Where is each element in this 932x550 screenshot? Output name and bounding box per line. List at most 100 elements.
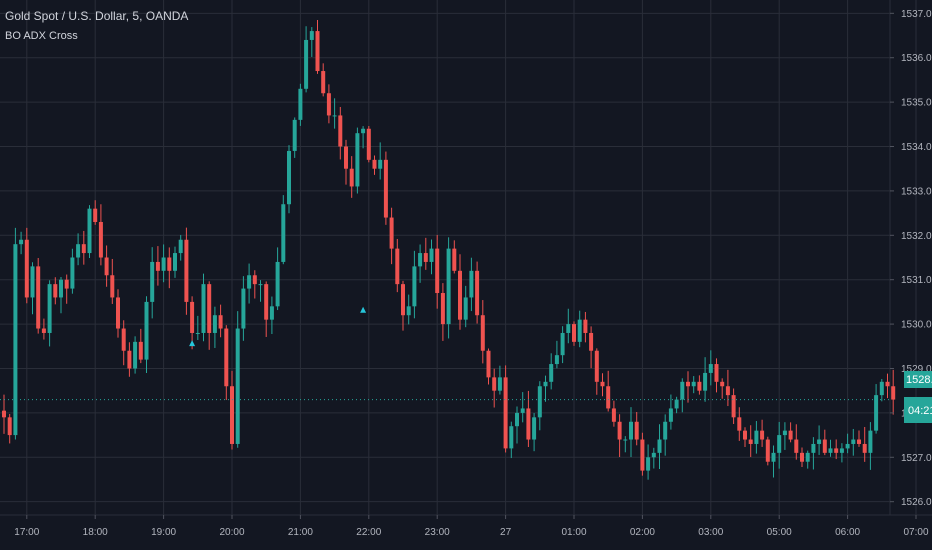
candle-body	[629, 421, 633, 440]
candle-body	[252, 275, 257, 285]
candle-body	[224, 328, 229, 387]
candle-body	[566, 324, 571, 333]
candle-body	[583, 319, 588, 333]
candle-body	[885, 381, 890, 387]
candle-body	[30, 266, 35, 298]
candle-body	[737, 417, 742, 431]
candle-body	[640, 439, 645, 471]
candle-body	[281, 204, 286, 262]
candle-body	[241, 288, 246, 329]
candle-body	[509, 426, 514, 449]
candle-body	[292, 119, 297, 151]
candle-body	[418, 253, 423, 267]
last-price-bg	[904, 371, 932, 388]
candle-body	[321, 71, 326, 94]
candle-body	[674, 399, 679, 409]
candle-body	[304, 39, 309, 89]
indicator-label[interactable]: BO ADX Cross	[5, 30, 78, 42]
last-price-value: 1528.769	[906, 374, 932, 386]
candle-body	[24, 239, 29, 298]
candle-body	[2, 410, 6, 418]
x-tick-label: 07:00	[903, 527, 928, 538]
candle-body	[600, 381, 605, 387]
candle-body	[127, 350, 132, 369]
y-tick-label: 1532.000	[901, 231, 932, 242]
candle-body	[782, 430, 787, 436]
candle-body	[258, 284, 263, 286]
y-tick-label: 1536.000	[901, 53, 932, 64]
chart-title: Gold Spot / U.S. Dollar, 5, OANDA	[5, 9, 189, 23]
y-tick-label: 1526.000	[901, 497, 932, 508]
candle-body	[503, 377, 508, 449]
candle-body	[800, 452, 804, 462]
x-tick-label: 03:00	[698, 527, 723, 538]
candle-body	[201, 284, 206, 333]
candle-body	[760, 430, 765, 440]
candle-body	[338, 115, 343, 147]
candle-body	[623, 439, 628, 441]
buy-signal-arrow	[360, 306, 367, 313]
candle-body	[463, 297, 468, 320]
candle-body	[76, 244, 81, 258]
candle-body	[486, 350, 491, 378]
candle-body	[497, 377, 502, 391]
candle-body	[492, 377, 497, 391]
candle-body	[309, 31, 314, 40]
candle-body	[275, 261, 280, 307]
candle-body	[116, 297, 120, 329]
candle-body	[469, 270, 474, 298]
candle-body	[150, 261, 155, 302]
candle-body	[178, 239, 183, 254]
candle-body	[13, 244, 18, 436]
candle-body	[714, 364, 719, 382]
candle-body	[560, 332, 565, 356]
candle-body	[144, 301, 149, 360]
x-tick-label: 01:00	[561, 527, 586, 538]
time-axis[interactable]: 17:00 18:00 19:00 20:00 21:00 22:00 23:00 27 01:…	[14, 515, 929, 538]
candle-body	[212, 315, 217, 333]
candle-body	[572, 324, 576, 342]
candle-body	[269, 306, 274, 320]
candle-body	[697, 381, 702, 391]
candle-body	[651, 452, 656, 458]
candle-body	[53, 284, 58, 298]
candle-body	[725, 386, 730, 396]
x-tick-label: 21:00	[288, 527, 313, 538]
candle-body	[247, 275, 252, 289]
candle-body	[611, 408, 616, 422]
candle-body	[389, 217, 394, 249]
y-tick-label: 1530.000	[901, 320, 932, 331]
candle-body	[41, 328, 46, 333]
countdown-bg	[904, 397, 932, 423]
candle-body	[87, 208, 92, 254]
candle-body	[754, 430, 759, 444]
candle-body	[617, 421, 622, 440]
candle-body	[406, 306, 411, 316]
buy-signal-arrow	[189, 340, 196, 347]
candle-body	[110, 275, 115, 298]
candle-body	[526, 408, 531, 440]
candle-body	[264, 284, 269, 320]
x-tick-label: 02:00	[630, 527, 655, 538]
candle-body	[395, 248, 400, 285]
candles	[0, 19, 896, 480]
y-tick-label: 1537.000	[901, 9, 932, 20]
candle-body	[606, 386, 611, 409]
candle-body	[834, 448, 839, 453]
candle-body	[788, 430, 793, 440]
candle-body	[703, 372, 708, 391]
candle-body	[891, 386, 896, 400]
candle-body	[708, 364, 713, 373]
candle-body	[663, 421, 668, 440]
candle-body	[70, 257, 75, 289]
y-tick-label: 1527.000	[901, 453, 932, 464]
candle-body	[765, 439, 770, 462]
candle-body	[344, 146, 348, 169]
candle-body	[777, 435, 782, 453]
candle-body	[138, 341, 143, 360]
candle-body	[851, 439, 856, 444]
candle-body	[355, 133, 360, 187]
candle-body	[366, 128, 371, 160]
